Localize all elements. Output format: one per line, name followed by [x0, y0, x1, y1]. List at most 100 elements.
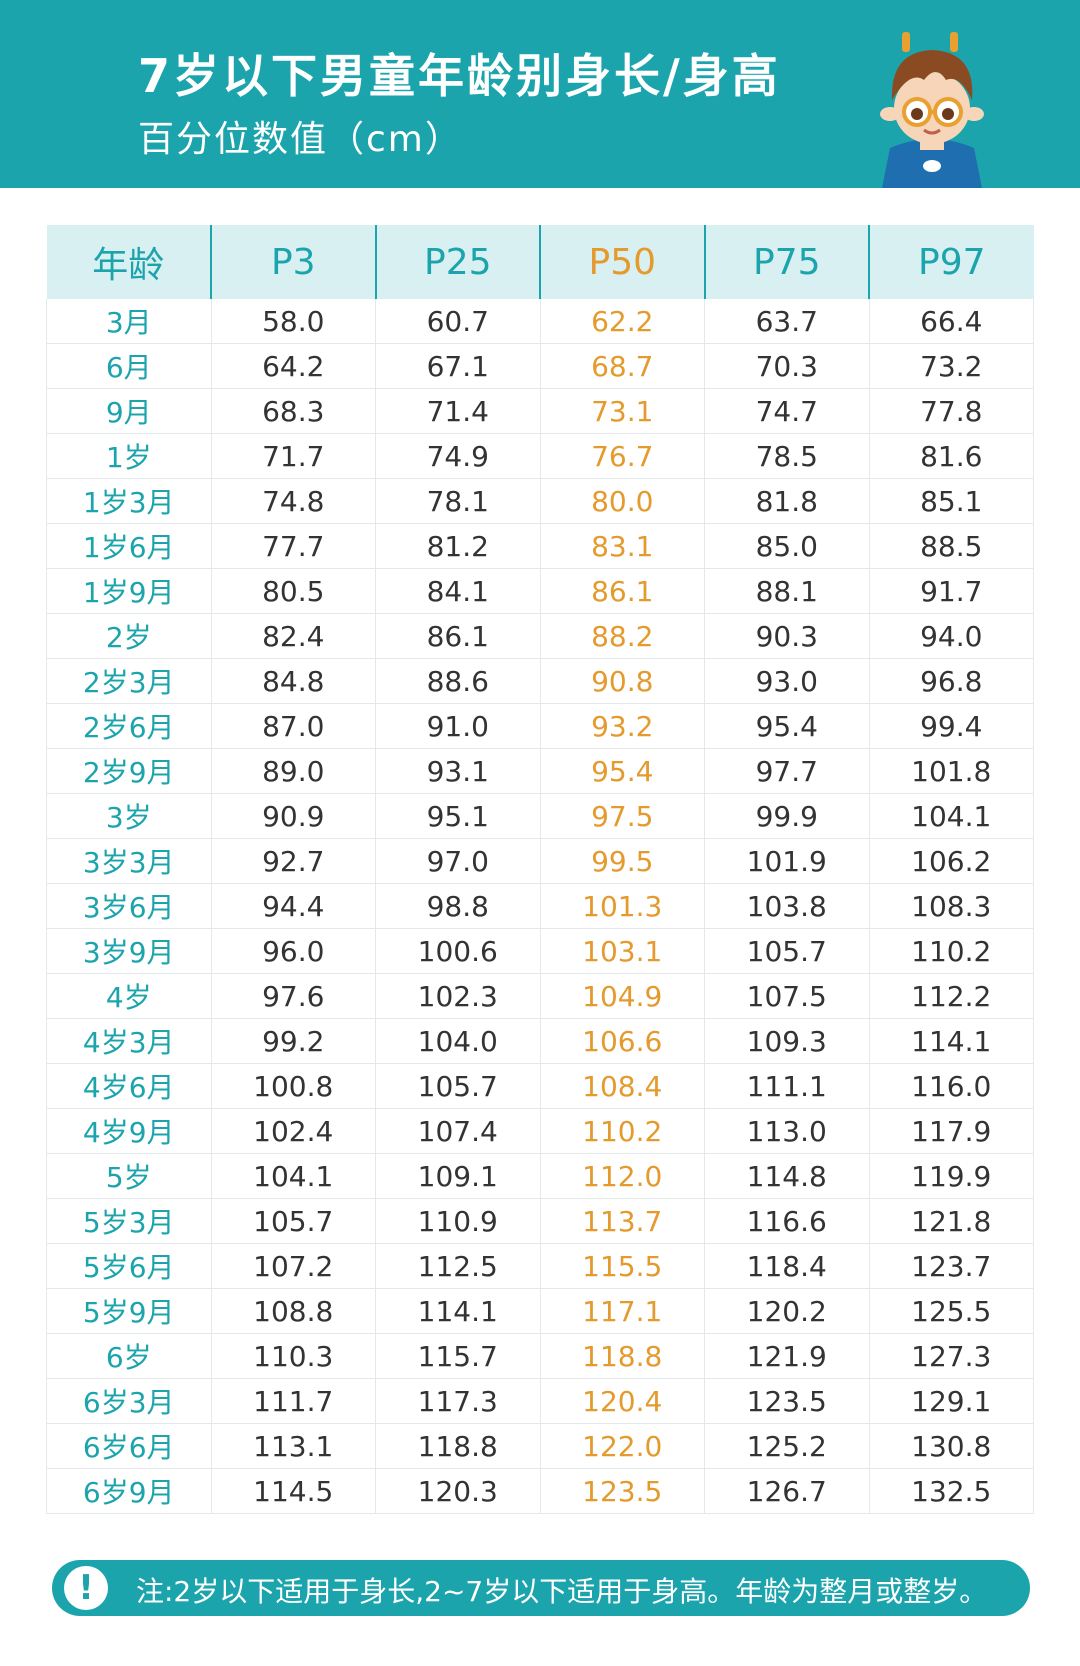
table-cell-p25: 84.1 — [375, 568, 541, 614]
table-cell-age: 3岁6月 — [46, 883, 212, 929]
table-row: 3月 58.0 60.7 62.2 63.7 66.4 — [46, 299, 1034, 344]
table-cell-age: 5岁 — [46, 1153, 212, 1199]
table-cell-p50: 108.4 — [540, 1063, 705, 1109]
table-cell-p50: 123.5 — [540, 1468, 705, 1514]
table-cell-p3: 102.4 — [211, 1108, 376, 1154]
table-cell-p75: 93.0 — [704, 658, 870, 704]
table-cell-p3: 100.8 — [211, 1063, 376, 1109]
table-cell-p50: 112.0 — [540, 1153, 705, 1199]
table-row: 6岁9月 114.5 120.3 123.5 126.7 132.5 — [46, 1468, 1034, 1514]
table-cell-p25: 98.8 — [375, 883, 541, 929]
table-cell-p97: 85.1 — [869, 478, 1034, 524]
table-cell-p75: 116.6 — [704, 1198, 870, 1244]
page-subtitle: 百分位数值（cm） — [138, 119, 463, 160]
table-cell-p97: 101.8 — [869, 748, 1034, 794]
table-cell-age: 3岁 — [46, 793, 212, 839]
table-row: 3岁3月 92.7 97.0 99.5 101.9 106.2 — [46, 838, 1034, 884]
table-row: 1岁3月 74.8 78.1 80.0 81.8 85.1 — [46, 478, 1034, 524]
column-header-p25: P25 — [375, 225, 541, 299]
table-cell-p3: 77.7 — [211, 523, 376, 569]
table-row: 1岁9月 80.5 84.1 86.1 88.1 91.7 — [46, 568, 1034, 614]
table-cell-age: 2岁9月 — [46, 748, 212, 794]
table-cell-p25: 95.1 — [375, 793, 541, 839]
table-cell-p97: 117.9 — [869, 1108, 1034, 1154]
table-cell-p3: 80.5 — [211, 568, 376, 614]
table-cell-p3: 90.9 — [211, 793, 376, 839]
table-cell-p50: 115.5 — [540, 1243, 705, 1289]
header-banner: 7岁以下男童年龄别身长/身高 百分位数值（cm） — [0, 0, 1080, 188]
table-cell-p3: 84.8 — [211, 658, 376, 704]
table-row: 5岁9月 108.8 114.1 117.1 120.2 125.5 — [46, 1288, 1034, 1334]
table-cell-p97: 99.4 — [869, 703, 1034, 749]
table-cell-age: 2岁3月 — [46, 658, 212, 704]
table-cell-p75: 95.4 — [704, 703, 870, 749]
table-cell-p97: 110.2 — [869, 928, 1034, 974]
table-cell-p25: 114.1 — [375, 1288, 541, 1334]
table-cell-p75: 103.8 — [704, 883, 870, 929]
table-cell-p3: 58.0 — [211, 299, 376, 344]
table-cell-p3: 111.7 — [211, 1378, 376, 1424]
table-header-row: 年龄 P3 P25 P50 P75 P97 — [46, 225, 1034, 299]
table-cell-p25: 110.9 — [375, 1198, 541, 1244]
table-cell-p50: 110.2 — [540, 1108, 705, 1154]
table-cell-p3: 99.2 — [211, 1018, 376, 1064]
column-header-age: 年龄 — [46, 225, 212, 299]
table-cell-p97: 81.6 — [869, 433, 1034, 479]
table-row: 1岁6月 77.7 81.2 83.1 85.0 88.5 — [46, 523, 1034, 569]
table-cell-p25: 105.7 — [375, 1063, 541, 1109]
table-cell-p97: 104.1 — [869, 793, 1034, 839]
table-cell-p97: 114.1 — [869, 1018, 1034, 1064]
table-cell-p3: 97.6 — [211, 973, 376, 1019]
table-cell-p75: 109.3 — [704, 1018, 870, 1064]
table-cell-p50: 99.5 — [540, 838, 705, 884]
table-cell-p3: 94.4 — [211, 883, 376, 929]
table-cell-age: 5岁3月 — [46, 1198, 212, 1244]
table-cell-p25: 118.8 — [375, 1423, 541, 1469]
table-cell-p3: 114.5 — [211, 1468, 376, 1514]
table-cell-p25: 97.0 — [375, 838, 541, 884]
table-cell-p50: 118.8 — [540, 1333, 705, 1379]
column-header-p97: P97 — [869, 225, 1034, 299]
table-row: 5岁6月 107.2 112.5 115.5 118.4 123.7 — [46, 1243, 1034, 1289]
table-cell-p25: 100.6 — [375, 928, 541, 974]
table-cell-p97: 132.5 — [869, 1468, 1034, 1514]
table-cell-age: 4岁9月 — [46, 1108, 212, 1154]
table-cell-age: 5岁6月 — [46, 1243, 212, 1289]
table-cell-age: 3月 — [46, 299, 212, 344]
table-cell-p3: 113.1 — [211, 1423, 376, 1469]
table-cell-p3: 92.7 — [211, 838, 376, 884]
table-cell-p50: 62.2 — [540, 299, 705, 344]
table-cell-p97: 73.2 — [869, 343, 1034, 389]
table-row: 2岁9月 89.0 93.1 95.4 97.7 101.8 — [46, 748, 1034, 794]
table-cell-p75: 107.5 — [704, 973, 870, 1019]
table-cell-p25: 93.1 — [375, 748, 541, 794]
table-cell-p50: 93.2 — [540, 703, 705, 749]
table-cell-p25: 104.0 — [375, 1018, 541, 1064]
table-cell-p25: 112.5 — [375, 1243, 541, 1289]
table-cell-p75: 63.7 — [704, 299, 870, 344]
table-cell-p97: 96.8 — [869, 658, 1034, 704]
table-cell-p50: 101.3 — [540, 883, 705, 929]
table-row: 1岁 71.7 74.9 76.7 78.5 81.6 — [46, 433, 1034, 479]
height-percentile-table: 年龄 P3 P25 P50 P75 P97 3月 58.0 60.7 62.2 63.7… — [46, 225, 1034, 1514]
table-cell-p97: 125.5 — [869, 1288, 1034, 1334]
table-cell-p3: 74.8 — [211, 478, 376, 524]
table-cell-age: 5岁9月 — [46, 1288, 212, 1334]
table-row: 5岁 104.1 109.1 112.0 114.8 119.9 — [46, 1153, 1034, 1199]
table-cell-p50: 86.1 — [540, 568, 705, 614]
table-cell-p25: 91.0 — [375, 703, 541, 749]
table-cell-p25: 115.7 — [375, 1333, 541, 1379]
table-cell-age: 2岁6月 — [46, 703, 212, 749]
table-cell-p97: 121.8 — [869, 1198, 1034, 1244]
table-cell-age: 3岁9月 — [46, 928, 212, 974]
table-cell-p50: 68.7 — [540, 343, 705, 389]
table-cell-p3: 107.2 — [211, 1243, 376, 1289]
table-cell-p97: 123.7 — [869, 1243, 1034, 1289]
table-cell-p25: 86.1 — [375, 613, 541, 659]
table-cell-p75: 70.3 — [704, 343, 870, 389]
table-row: 2岁6月 87.0 91.0 93.2 95.4 99.4 — [46, 703, 1034, 749]
table-cell-p75: 85.0 — [704, 523, 870, 569]
boy-mascot-icon — [880, 32, 984, 188]
table-cell-p75: 121.9 — [704, 1333, 870, 1379]
